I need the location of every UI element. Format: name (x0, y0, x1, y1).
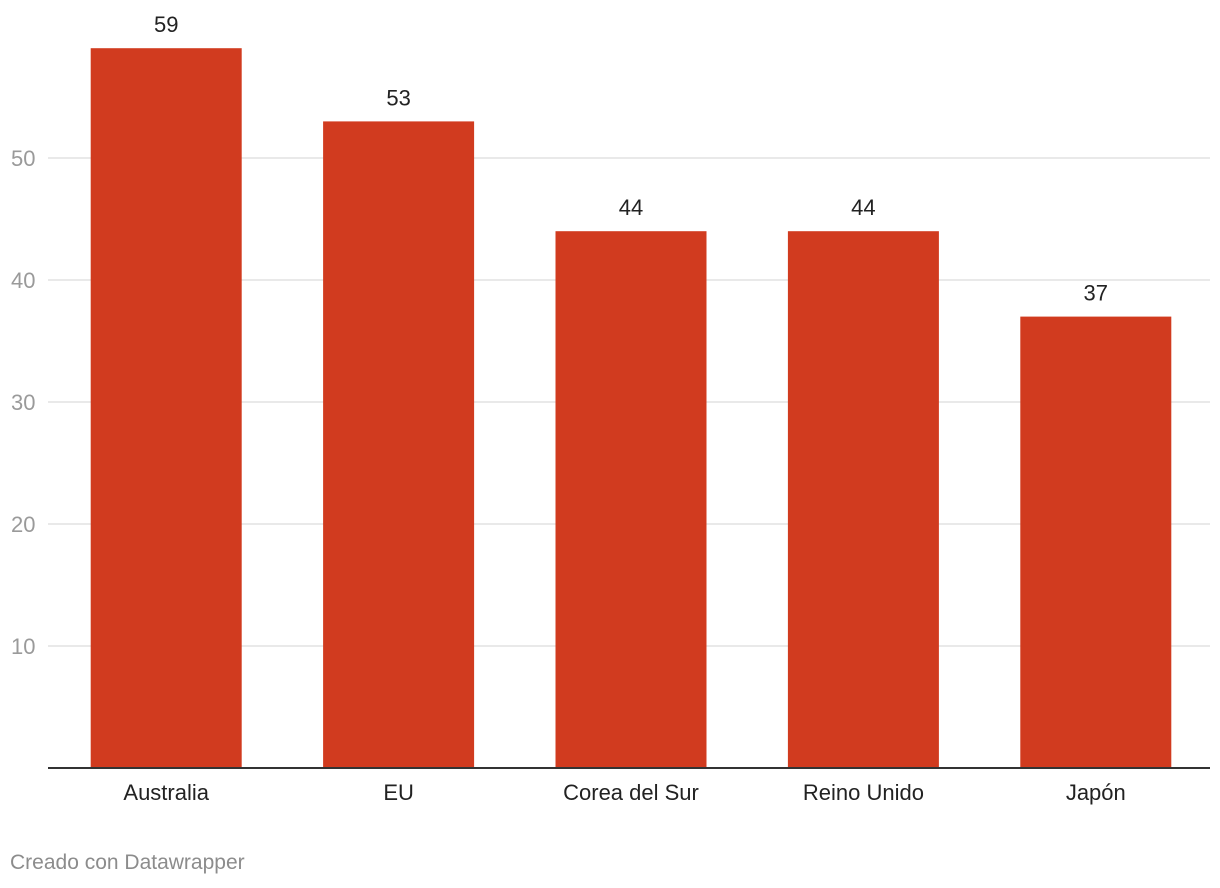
y-tick-label: 40 (11, 268, 35, 293)
bar (323, 121, 475, 768)
bar (787, 231, 939, 768)
y-tick-label: 30 (11, 390, 35, 415)
x-axis-category-labels: Australia EU Corea del Sur Reino Unido Japón (123, 780, 1125, 805)
bar (90, 48, 242, 768)
x-tick-label: Corea del Sur (563, 780, 699, 805)
y-tick-label: 50 (11, 146, 35, 171)
bar-value-label: 37 (1084, 281, 1108, 306)
y-tick-label: 10 (11, 634, 35, 659)
bar-value-label: 44 (619, 195, 643, 220)
bar (555, 231, 707, 768)
bar-chart: 10 20 30 40 50 59 53 44 44 37 Australia EU Corea d… (11, 12, 1210, 805)
x-tick-label: Japón (1066, 780, 1126, 805)
bar (1020, 316, 1172, 768)
footer-credit: Creado con Datawrapper (10, 851, 245, 874)
bars (90, 48, 1172, 768)
x-tick-label: Australia (123, 780, 209, 805)
value-labels: 59 53 44 44 37 (154, 12, 1108, 305)
bar-value-label: 44 (851, 195, 875, 220)
x-tick-label: EU (383, 780, 414, 805)
bar-value-label: 53 (386, 85, 410, 110)
y-tick-label: 20 (11, 512, 35, 537)
bar-value-label: 59 (154, 12, 178, 37)
y-axis-tick-labels: 10 20 30 40 50 (11, 146, 35, 659)
x-tick-label: Reino Unido (803, 780, 924, 805)
